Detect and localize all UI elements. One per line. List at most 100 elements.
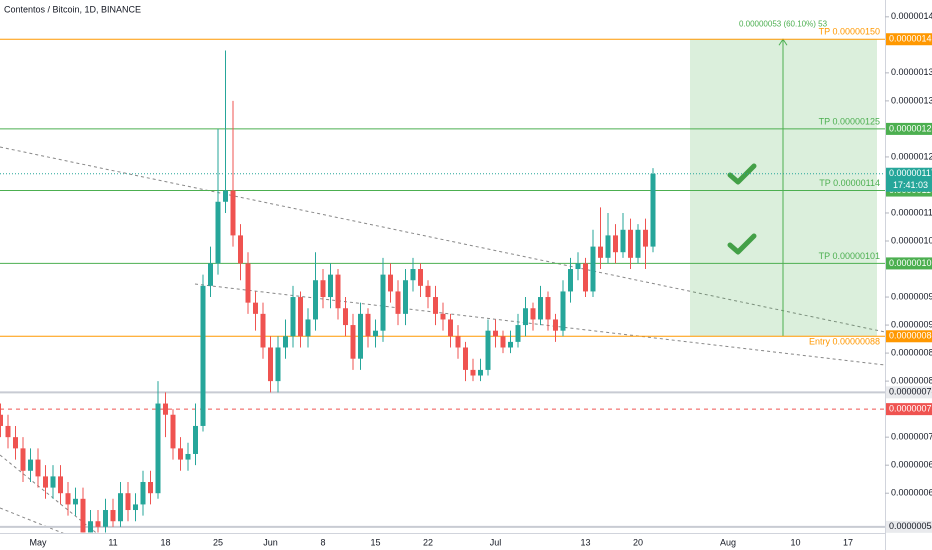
y-tick-label: 0.00000065 (891, 460, 932, 470)
candle-body (650, 173, 656, 247)
candle-body (178, 448, 183, 460)
candle-body (170, 414, 176, 449)
candle-body (365, 313, 371, 337)
candle-body (560, 291, 566, 331)
candle-body (395, 291, 401, 314)
candle-body (223, 190, 228, 202)
candle-body (448, 319, 453, 337)
candle-body (358, 313, 363, 359)
x-tick-label: 18 (160, 537, 170, 547)
trend-line (194, 283, 885, 366)
price-label: 0.00000088 (889, 331, 932, 341)
candle-body (598, 246, 603, 258)
candle-body (328, 274, 333, 298)
candle-body (193, 425, 198, 454)
measure-label: 0.00000053 (60.10%) 53 (739, 19, 828, 28)
candle-body (298, 297, 303, 337)
candle-body (200, 285, 206, 426)
candle-body (125, 493, 131, 511)
candle-body (28, 459, 33, 471)
price-label: 0.00000054 (889, 521, 932, 531)
price-label-box (886, 330, 932, 343)
price-label-box (886, 520, 932, 533)
candle-body (515, 325, 521, 342)
candle-body (545, 297, 551, 320)
candle-body (118, 493, 123, 522)
y-tick-label: 0.00000085 (891, 347, 932, 357)
candle-body (245, 263, 251, 303)
candle-body (163, 403, 168, 415)
price-line-text: Entry 0.00000088 (809, 337, 880, 347)
candle-body (530, 308, 536, 320)
price-label-box (886, 403, 932, 416)
y-tick-label: 0.00000145 (891, 11, 932, 21)
candle-body (373, 330, 378, 337)
candle-body (403, 280, 408, 314)
x-tick-label: 17 (843, 537, 853, 547)
candle-body (238, 235, 243, 264)
candle-body (425, 285, 431, 298)
price-label-box (886, 386, 932, 399)
x-tick-label: Jul (490, 537, 502, 547)
candle-body (95, 521, 101, 527)
candle-body (613, 235, 618, 253)
candle-body (418, 269, 423, 286)
price-line-text: TP 0.00000101 (819, 251, 880, 261)
price-label-box (886, 122, 932, 135)
candle-body (605, 235, 611, 258)
candle-body (305, 319, 311, 337)
candle-body (583, 263, 588, 292)
candle-body (260, 313, 266, 348)
candle-body (290, 297, 296, 337)
y-tick-label: 0.00000105 (891, 235, 932, 245)
candle-body (380, 274, 386, 331)
chart-title: Contentos / Bitcoin, 1D, BINANCE (4, 4, 141, 14)
candle-body (635, 229, 641, 258)
price-label: 0.00000078 (889, 387, 932, 397)
candle-body (433, 297, 438, 314)
candle-body (590, 246, 596, 292)
candle-body (575, 263, 581, 270)
candle-body (73, 498, 78, 505)
x-tick-label: 8 (320, 537, 325, 547)
candle-body (110, 510, 116, 522)
candle-body (568, 269, 573, 292)
x-tick-label: 22 (423, 537, 433, 547)
price-label: 0.00000125 (889, 123, 932, 133)
candle-body (388, 274, 393, 292)
y-tick-label: 0.00000095 (891, 291, 932, 301)
price-line-text: TP 0.00000150 (819, 27, 880, 37)
x-tick-label: 10 (790, 537, 800, 547)
candle-body (230, 190, 236, 236)
x-tick-label: Aug (720, 537, 736, 547)
candle-body (523, 308, 528, 326)
candle-body (5, 425, 11, 438)
candle-body (508, 341, 513, 348)
countdown: 17:41:03 (893, 180, 928, 190)
plot-area (0, 38, 885, 533)
x-tick-label: 11 (108, 537, 117, 547)
candle-body (13, 437, 18, 449)
candle-body (253, 302, 258, 314)
price-line-text: TP 0.00000125 (819, 116, 880, 126)
candle-body (80, 498, 86, 533)
candle-body (50, 476, 56, 488)
candle-body (208, 263, 213, 286)
candle-body (350, 325, 356, 359)
candle-body (343, 308, 348, 326)
candle-body (0, 414, 3, 426)
candle-body (88, 521, 93, 533)
candle-body (628, 229, 633, 258)
candle-body (493, 330, 498, 337)
candle-body (485, 330, 491, 370)
candle-body (320, 280, 326, 298)
x-tick-label: 15 (370, 537, 380, 547)
candle-body (155, 403, 161, 494)
candle-body (538, 297, 543, 320)
candle-body (35, 459, 41, 477)
candle-body (553, 319, 558, 331)
candle-body (643, 229, 648, 247)
